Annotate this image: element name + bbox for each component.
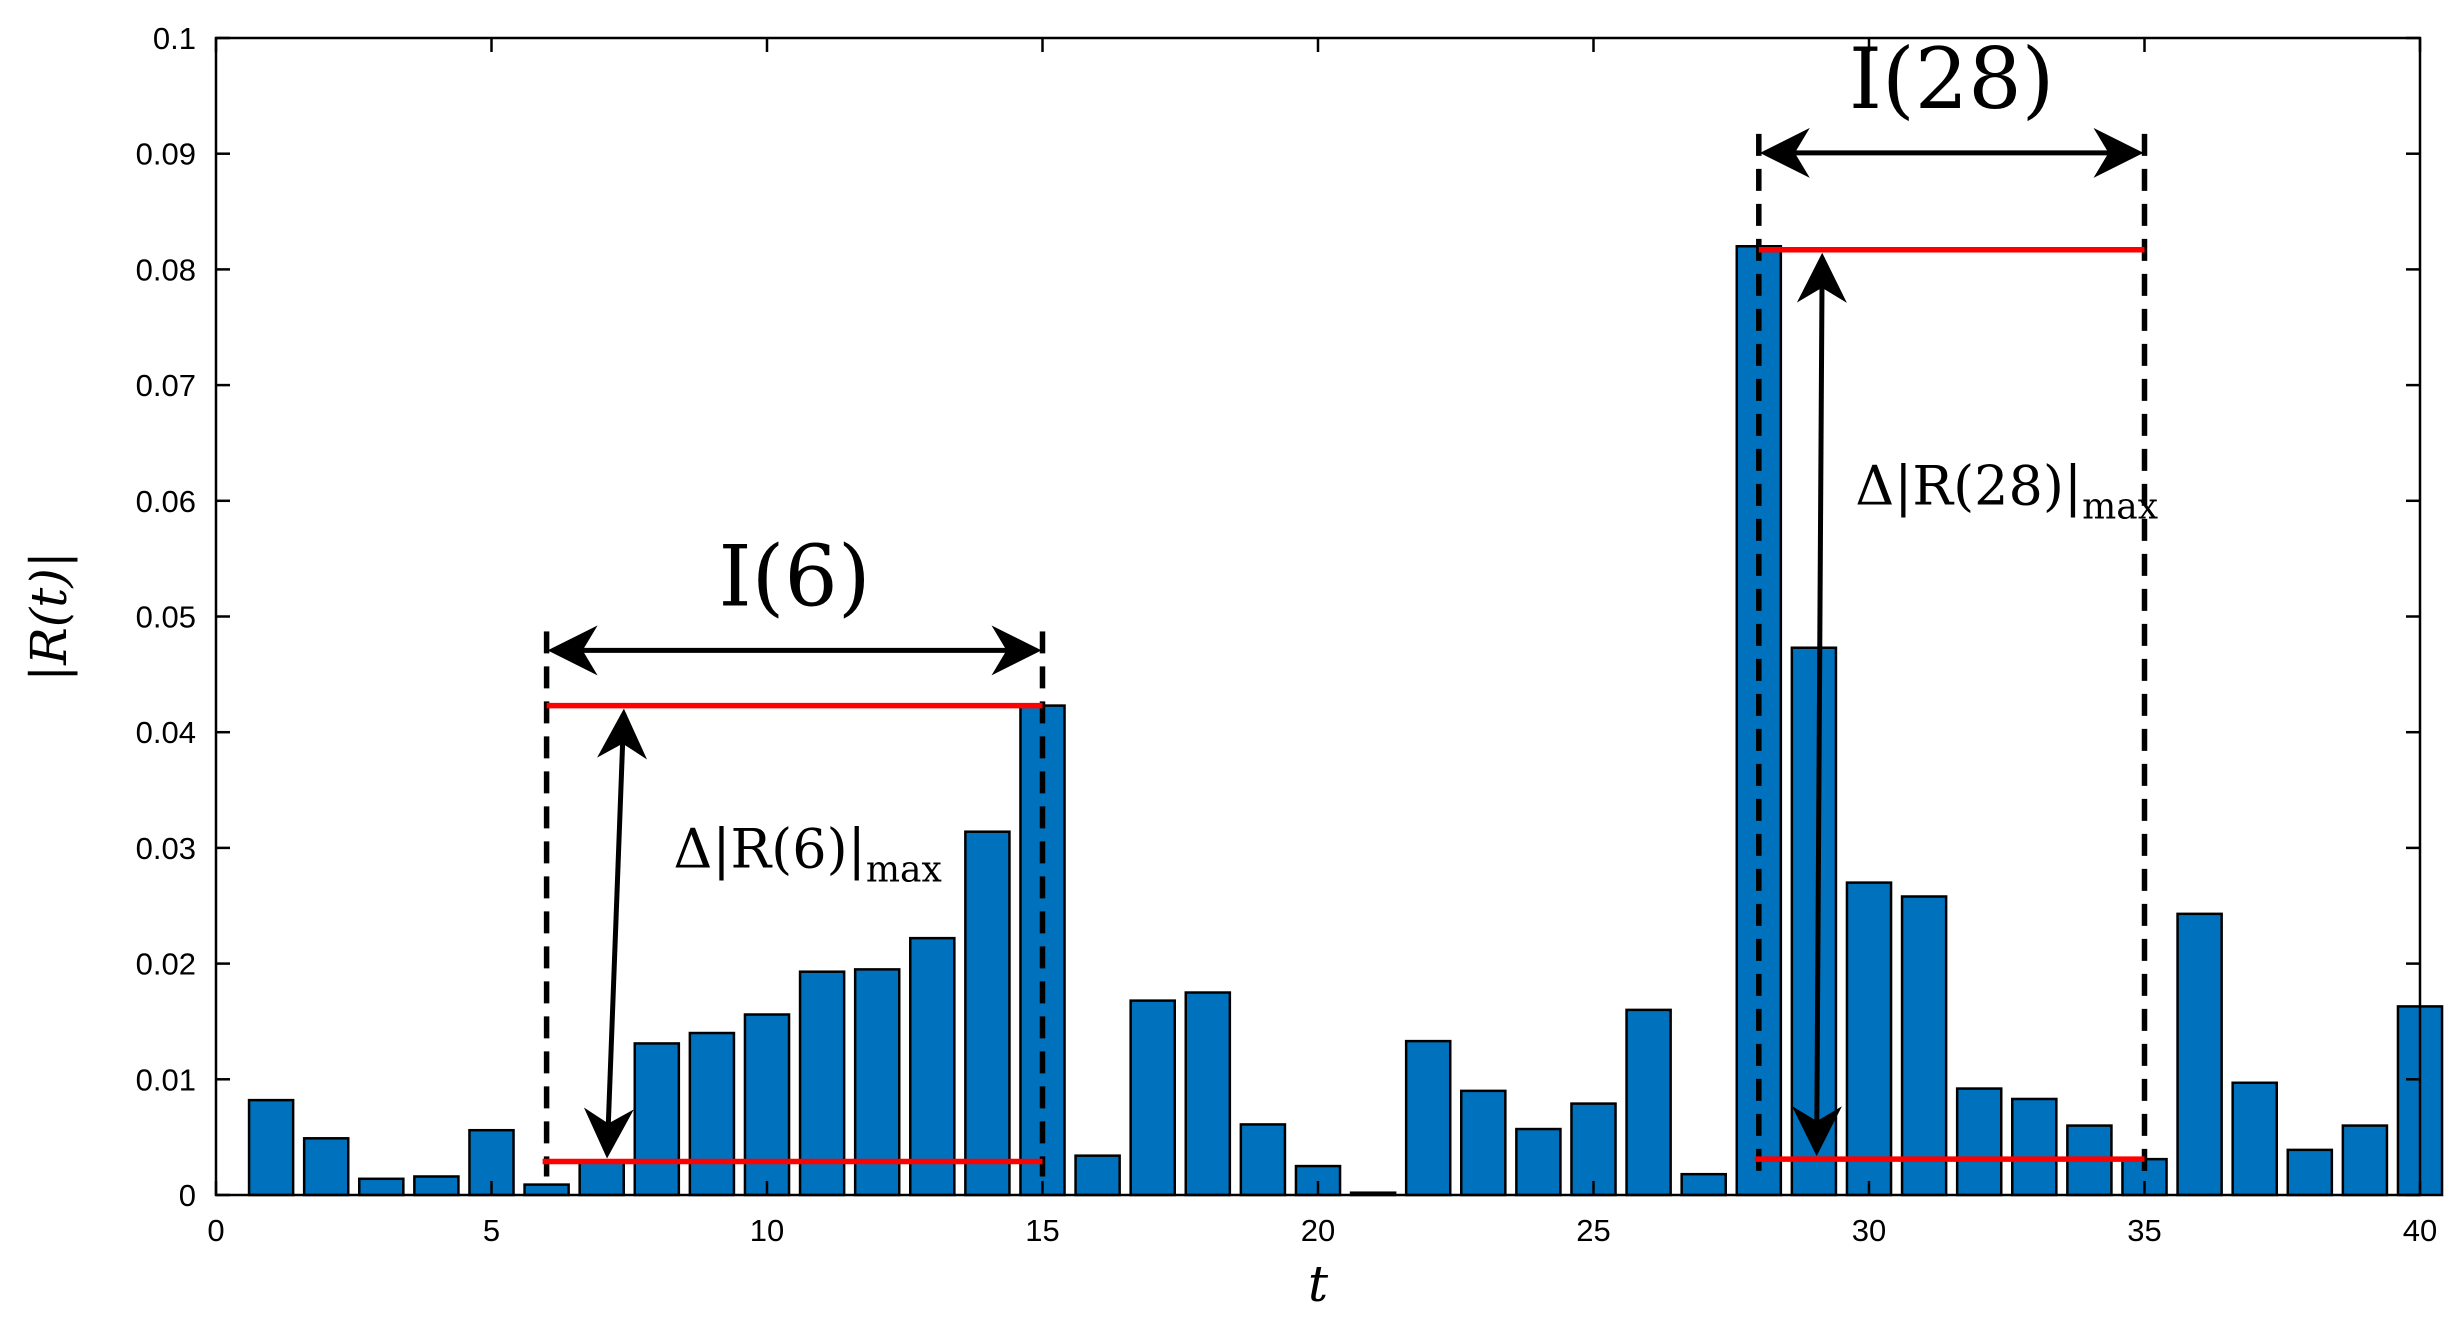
y-tick-label: 0.1 bbox=[153, 21, 196, 56]
ticks-layer: 0 5 10 15 20 25 30 35 40 0 0.01 0.02 0.03 0.04 0.05 0.0… bbox=[136, 21, 2438, 1248]
bar-t-3 bbox=[358, 1177, 405, 1197]
delta-main: Δ|R(6)| bbox=[673, 818, 866, 881]
annotation-I6: I(6) Δ|R(6)|max bbox=[542, 527, 1046, 1177]
bar-t-31 bbox=[1900, 895, 1948, 1197]
bar-t-7 bbox=[578, 1161, 625, 1197]
x-axis-label: t bbox=[1308, 1255, 1329, 1313]
bar-t-17 bbox=[1129, 999, 1176, 1197]
bar-t-33 bbox=[2011, 1097, 2058, 1197]
bar-t-8 bbox=[633, 1042, 681, 1197]
bar-t-39 bbox=[2341, 1124, 2389, 1197]
bar-t-36 bbox=[2176, 912, 2223, 1197]
y-tick-label: 0.03 bbox=[136, 831, 196, 866]
bar-t-22 bbox=[1404, 1039, 1452, 1197]
x-tick-label: 20 bbox=[1301, 1213, 1335, 1248]
annotation-I28: I(28) Δ|R(28)|max bbox=[1754, 30, 2158, 1175]
interval-label: I(6) bbox=[718, 527, 870, 625]
bar-t-32 bbox=[1955, 1087, 2003, 1197]
x-tick-label: 40 bbox=[2403, 1213, 2437, 1248]
x-tick-label: 35 bbox=[2127, 1213, 2161, 1248]
bar-t-13 bbox=[909, 936, 956, 1197]
y-tick-label: 0.08 bbox=[136, 252, 196, 287]
delta-label: Δ|R(28)|max bbox=[1855, 454, 2158, 527]
y-tick-label: 0.05 bbox=[136, 600, 196, 635]
delta-subscript: max bbox=[866, 850, 942, 891]
y-axis-label: |R(t)| bbox=[20, 551, 78, 681]
delta-subscript: max bbox=[2082, 486, 2158, 527]
bar-t-29 bbox=[1790, 646, 1838, 1197]
bar-t-37 bbox=[2231, 1081, 2278, 1197]
x-tick-label: 5 bbox=[483, 1213, 500, 1248]
x-tick-label: 15 bbox=[1025, 1213, 1059, 1248]
x-tick-label: 10 bbox=[750, 1213, 784, 1248]
bar-t-30 bbox=[1845, 881, 1893, 1197]
y-tick-label: 0.04 bbox=[136, 715, 196, 750]
bar-t-27 bbox=[1680, 1172, 1727, 1197]
y-tick-label: 0.06 bbox=[136, 484, 196, 519]
delta-arrow bbox=[1791, 252, 1847, 1157]
bar-t-1 bbox=[247, 1098, 295, 1197]
bar-t-9 bbox=[688, 1031, 736, 1197]
y-tick-label: 0.02 bbox=[136, 947, 196, 982]
bar-t-24 bbox=[1515, 1127, 1562, 1197]
interval-label: I(28) bbox=[1849, 30, 2055, 128]
bar-t-23 bbox=[1460, 1089, 1507, 1197]
x-tick-label: 0 bbox=[207, 1213, 224, 1248]
delta-label: Δ|R(6)|max bbox=[673, 818, 941, 891]
bar-t-19 bbox=[1239, 1123, 1287, 1197]
x-tick-label: 30 bbox=[1852, 1213, 1886, 1248]
bar-t-38 bbox=[2286, 1148, 2334, 1197]
delta-main: Δ|R(28)| bbox=[1855, 454, 2082, 517]
bar-t-10 bbox=[743, 1013, 791, 1197]
y-tick-label: 0.07 bbox=[136, 368, 196, 403]
bar-t-14 bbox=[964, 830, 1011, 1197]
bar-t-2 bbox=[302, 1137, 350, 1197]
delta-arrow bbox=[583, 708, 648, 1159]
bar-t-18 bbox=[1184, 991, 1232, 1197]
bar-t-26 bbox=[1625, 1008, 1672, 1197]
bar-t-4 bbox=[413, 1175, 460, 1197]
x-tick-label: 25 bbox=[1576, 1213, 1610, 1248]
y-tick-label: 0.01 bbox=[136, 1062, 196, 1097]
y-tick-label: 0 bbox=[179, 1178, 196, 1213]
y-tick-label: 0.09 bbox=[136, 137, 196, 172]
bar-t-16 bbox=[1074, 1154, 1121, 1197]
bar-t-6 bbox=[523, 1183, 570, 1197]
